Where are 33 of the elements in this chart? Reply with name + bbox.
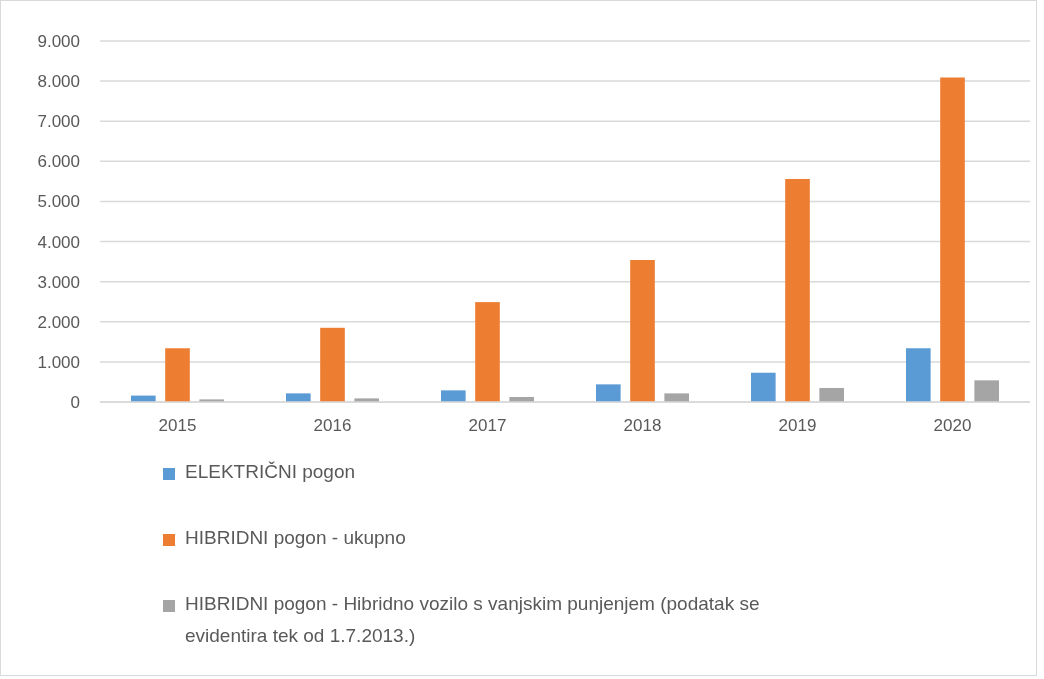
bar bbox=[906, 348, 931, 402]
bar bbox=[819, 387, 844, 402]
bar bbox=[286, 393, 311, 402]
x-tick-label: 2017 bbox=[468, 416, 507, 435]
y-tick-label: 2.000 bbox=[37, 312, 80, 332]
y-tick-label: 1.000 bbox=[37, 352, 80, 372]
y-tick-label: 9.000 bbox=[37, 31, 80, 51]
legend-label: ELEKTRIČNI pogon bbox=[185, 461, 356, 482]
y-tick-label: 5.000 bbox=[37, 192, 80, 212]
y-tick-label: 7.000 bbox=[37, 112, 80, 132]
bar bbox=[320, 327, 345, 402]
bar bbox=[165, 348, 190, 402]
bar bbox=[596, 384, 621, 402]
bar bbox=[441, 390, 466, 402]
bar bbox=[785, 178, 810, 402]
bar bbox=[940, 77, 965, 402]
y-tick-label: 6.000 bbox=[37, 152, 80, 172]
x-tick-label: 2015 bbox=[158, 416, 197, 435]
x-tick-label: 2019 bbox=[778, 416, 817, 435]
bar bbox=[475, 302, 500, 402]
bar bbox=[630, 260, 655, 402]
legend-label: HIBRIDNI pogon - ukupno bbox=[185, 527, 406, 548]
y-tick-label: 0 bbox=[70, 392, 80, 412]
y-tick-label: 4.000 bbox=[37, 232, 80, 252]
bar bbox=[664, 393, 689, 402]
legend-label: HIBRIDNI pogon - Hibridno vozilo s vanjskim punjenjem (podatak se evidentira tek od 1.7.2013.) bbox=[185, 593, 760, 646]
x-tick-label: 2016 bbox=[313, 416, 352, 435]
y-tick-label: 3.000 bbox=[37, 272, 80, 292]
bar bbox=[974, 380, 999, 402]
x-tick-label: 2020 bbox=[933, 416, 972, 435]
bar bbox=[751, 372, 776, 402]
y-tick-label: 8.000 bbox=[37, 72, 80, 92]
x-tick-label: 2018 bbox=[623, 416, 662, 435]
